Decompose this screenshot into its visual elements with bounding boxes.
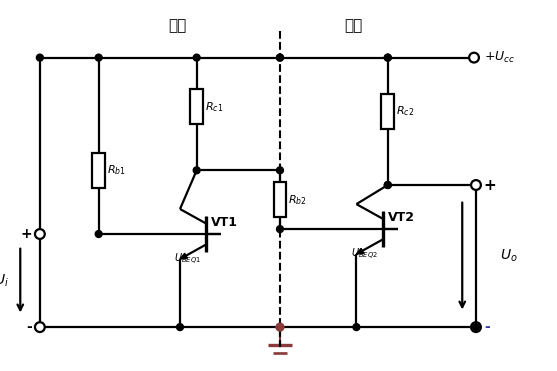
Circle shape [193, 54, 200, 61]
Circle shape [276, 54, 284, 61]
Circle shape [193, 167, 200, 174]
Circle shape [469, 53, 479, 62]
Circle shape [384, 54, 391, 61]
Text: $U_i$: $U_i$ [0, 272, 8, 289]
Bar [190, 89, 203, 124]
Circle shape [276, 226, 284, 233]
Circle shape [35, 229, 45, 239]
Circle shape [276, 167, 284, 174]
Polygon shape [180, 253, 187, 259]
Circle shape [384, 54, 391, 61]
Circle shape [36, 324, 43, 331]
Circle shape [384, 181, 391, 188]
Bar [273, 182, 286, 217]
Text: $R_{c2}$: $R_{c2}$ [395, 105, 414, 118]
Circle shape [276, 323, 284, 331]
Polygon shape [356, 248, 364, 254]
Bar [382, 94, 394, 129]
Text: $U_o$: $U_o$ [501, 248, 518, 264]
Text: $U_{BEQ1}$: $U_{BEQ1}$ [174, 252, 202, 267]
Circle shape [276, 54, 284, 61]
Text: -: - [26, 320, 32, 334]
Circle shape [471, 180, 481, 190]
Text: 后级: 后级 [344, 18, 363, 33]
Text: $U_{BEQ2}$: $U_{BEQ2}$ [351, 247, 378, 262]
Text: $R_{b2}$: $R_{b2}$ [288, 193, 306, 207]
Text: +: + [484, 177, 496, 193]
Circle shape [177, 324, 183, 331]
Circle shape [95, 54, 102, 61]
Circle shape [35, 322, 45, 332]
Circle shape [353, 324, 360, 331]
Text: $R_{b1}$: $R_{b1}$ [106, 163, 125, 177]
Text: -: - [484, 320, 490, 334]
Bar [92, 153, 105, 188]
Circle shape [95, 231, 102, 237]
Text: VT2: VT2 [388, 211, 415, 224]
Circle shape [384, 181, 391, 188]
Circle shape [472, 324, 480, 331]
Circle shape [471, 322, 481, 332]
Text: +: + [21, 227, 32, 241]
Text: $+U_{cc}$: $+U_{cc}$ [484, 50, 515, 65]
Text: $R_{c1}$: $R_{c1}$ [204, 100, 223, 114]
Text: VT1: VT1 [211, 216, 238, 229]
Text: 前级: 前级 [168, 18, 186, 33]
Circle shape [36, 54, 43, 61]
